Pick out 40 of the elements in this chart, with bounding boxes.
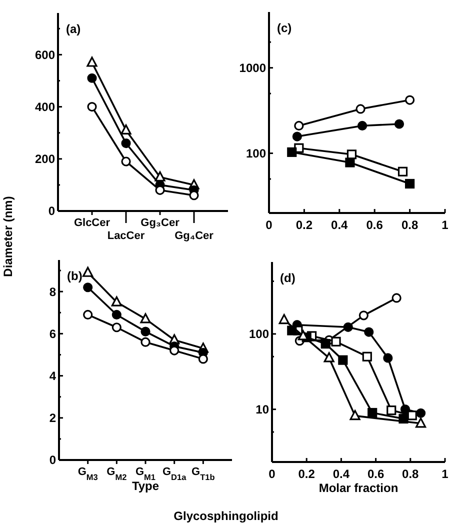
x-tick-label: 0.4 xyxy=(332,467,350,481)
text: (c) xyxy=(277,21,292,35)
y-tick-label: 10 xyxy=(256,402,270,417)
x-tick-label: Gg₄Cer xyxy=(174,230,214,242)
y-tick-label: 600 xyxy=(34,48,56,62)
y-tick-label: 4 xyxy=(49,368,56,383)
y-axis-title: Diameter (nm) xyxy=(1,196,15,277)
text: (b) xyxy=(67,269,82,283)
y-tick-label: 6 xyxy=(49,326,56,341)
y-tick-label: 0 xyxy=(48,204,56,218)
x-tick-label: 1 xyxy=(442,467,449,481)
x-tick-label: GlcCer xyxy=(74,217,111,229)
x-tick-label: G$_{M1}$ xyxy=(135,466,156,482)
x-tick-label: 0.6 xyxy=(366,218,384,232)
x-tick-label: 0.8 xyxy=(401,218,418,232)
x-tick-label: G$_{D1a}$ xyxy=(162,466,187,482)
x-tick-label: 0.2 xyxy=(298,467,316,481)
text: (a) xyxy=(66,22,81,36)
x-tick-label: 0.4 xyxy=(331,218,348,232)
x-tick-label: 0.2 xyxy=(296,218,313,232)
x-tick-label: 0.8 xyxy=(402,467,420,481)
y-tick-label: 100 xyxy=(246,146,266,160)
text: Glycosphingolipid xyxy=(174,509,278,523)
text: (d) xyxy=(280,271,296,285)
y-tick-label: 8 xyxy=(49,284,56,299)
x-axis-title: Molar fraction xyxy=(318,481,398,495)
x-tick-label: Gg₃Cer xyxy=(140,217,180,229)
x-tick-label: 1 xyxy=(442,218,449,232)
x-tick-label: LacCer xyxy=(107,230,146,242)
y-tick-label: 2 xyxy=(49,411,56,426)
x-tick-label: G$_{M3}$ xyxy=(78,466,98,482)
y-tick-label: 1000 xyxy=(239,61,266,76)
x-tick-label: G$_{M2}$ xyxy=(106,466,128,482)
y-tick-label: 100 xyxy=(248,327,270,342)
x-tick-label: 0.6 xyxy=(367,467,384,481)
y-tick-label: 400 xyxy=(34,100,56,114)
x-axis-title: Type xyxy=(132,479,160,493)
y-tick-label: 200 xyxy=(34,152,56,166)
y-tick-label: 0 xyxy=(49,453,56,468)
x-tick-label: G$_{T1b}$ xyxy=(192,466,215,482)
